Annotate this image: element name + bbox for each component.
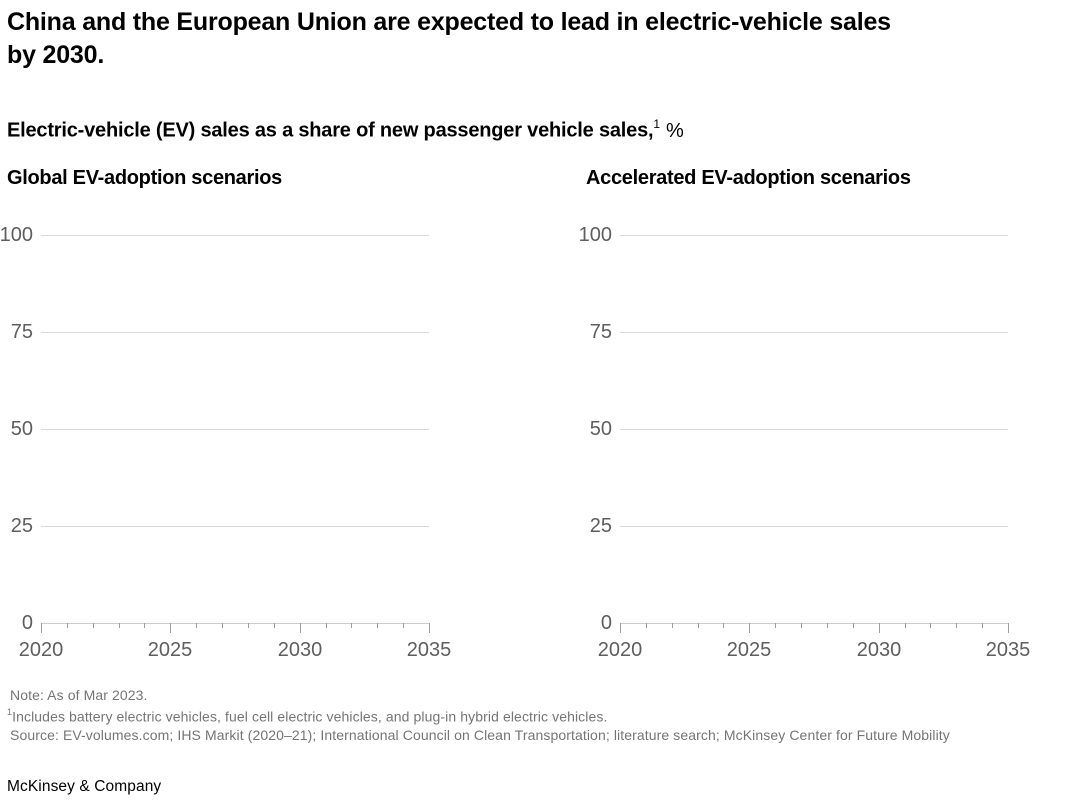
- x-minor-tick-2027: [801, 623, 802, 628]
- x-minor-tick-2029: [274, 623, 275, 628]
- x-axis-label-2030: 2030: [277, 639, 323, 661]
- x-minor-tick-2031: [905, 623, 906, 628]
- x-axis-label-2035: 2035: [985, 639, 1031, 661]
- y-axis-label-0: 0: [21, 612, 33, 634]
- y-axis-label-25: 25: [10, 515, 33, 537]
- page-title: China and the European Union are expecte…: [7, 6, 891, 72]
- y-axis-label-100: 100: [578, 224, 612, 246]
- source-line: Source: EV-volumes.com; IHS Markit (2020…: [10, 726, 950, 743]
- x-minor-tick-2028: [827, 623, 828, 628]
- x-axis-label-2025: 2025: [726, 639, 772, 661]
- x-major-tick-2030: [879, 623, 880, 633]
- x-minor-tick-2028: [248, 623, 249, 628]
- x-minor-tick-2029: [853, 623, 854, 628]
- footnote-text: Includes battery electric vehicles, fuel…: [12, 708, 608, 725]
- chart-panel-accelerated: Accelerated EV-adoption scenarios 100 75 5…: [579, 165, 1044, 677]
- x-axis-label-2020: 2020: [597, 639, 643, 661]
- x-axis-line: [41, 623, 430, 624]
- x-minor-tick-2031: [326, 623, 327, 628]
- x-major-tick-2030: [300, 623, 301, 633]
- x-minor-tick-2022: [672, 623, 673, 628]
- y-axis-label-75: 75: [10, 321, 33, 343]
- title-line-2: by 2030.: [7, 41, 105, 69]
- x-minor-tick-2032: [930, 623, 931, 628]
- mckinsey-wordmark: McKinsey & Company: [7, 778, 162, 795]
- chart-subtitle: Electric-vehicle (EV) sales as a share o…: [7, 113, 684, 143]
- footnote-line: 1Includes battery electric vehicles, fue…: [7, 704, 950, 726]
- x-axis-label-2030: 2030: [856, 639, 902, 661]
- y-axis-label-25: 25: [589, 515, 612, 537]
- y-axis-label-0: 0: [600, 612, 612, 634]
- x-minor-tick-2021: [646, 623, 647, 628]
- x-minor-tick-2027: [222, 623, 223, 628]
- x-minor-tick-2034: [403, 623, 404, 628]
- x-axis-label-2035: 2035: [406, 639, 452, 661]
- x-axis-line: [620, 623, 1009, 624]
- footnote-marker: 1: [7, 707, 13, 717]
- x-minor-tick-2023: [698, 623, 699, 628]
- chart-footnotes: Note: As of Mar 2023. 1Includes battery …: [7, 686, 950, 744]
- gridline-100: [620, 235, 1008, 236]
- x-minor-tick-2023: [119, 623, 120, 628]
- x-minor-tick-2021: [67, 623, 68, 628]
- title-line-1: China and the European Union are expecte…: [7, 8, 891, 36]
- gridline-50: [620, 429, 1008, 430]
- x-major-tick-2020: [620, 623, 621, 633]
- y-axis-label-75: 75: [589, 321, 612, 343]
- x-minor-tick-2033: [377, 623, 378, 628]
- x-major-tick-2025: [749, 623, 750, 633]
- panel-title-accelerated: Accelerated EV-adoption scenarios: [586, 167, 911, 189]
- gridline-25: [620, 526, 1008, 527]
- x-minor-tick-2026: [196, 623, 197, 628]
- subtitle-text: Electric-vehicle (EV) sales as a share o…: [7, 119, 654, 142]
- x-minor-tick-2024: [723, 623, 724, 628]
- note-line: Note: As of Mar 2023.: [10, 687, 148, 703]
- x-minor-tick-2026: [775, 623, 776, 628]
- x-axis-label-2025: 2025: [147, 639, 193, 661]
- x-major-tick-2035: [429, 623, 430, 633]
- subtitle-footnote-marker: 1: [653, 117, 661, 131]
- gridline-75: [41, 332, 429, 333]
- gridline-50: [41, 429, 429, 430]
- x-major-tick-2035: [1008, 623, 1009, 633]
- subtitle-unit: %: [666, 119, 684, 142]
- x-axis-label-2020: 2020: [18, 639, 64, 661]
- y-axis-label-100: 100: [0, 224, 33, 246]
- x-minor-tick-2022: [93, 623, 94, 628]
- y-axis-label-50: 50: [10, 418, 33, 440]
- x-minor-tick-2034: [982, 623, 983, 628]
- gridline-75: [620, 332, 1008, 333]
- x-minor-tick-2024: [144, 623, 145, 628]
- x-major-tick-2020: [41, 623, 42, 633]
- panel-title-global: Global EV-adoption scenarios: [7, 167, 282, 189]
- gridline-100: [41, 235, 429, 236]
- x-minor-tick-2032: [351, 623, 352, 628]
- gridline-25: [41, 526, 429, 527]
- y-axis-label-50: 50: [589, 418, 612, 440]
- chart-panel-global: Global EV-adoption scenarios 100 75 50 25 0 2…: [0, 165, 465, 677]
- x-minor-tick-2033: [956, 623, 957, 628]
- x-major-tick-2025: [170, 623, 171, 633]
